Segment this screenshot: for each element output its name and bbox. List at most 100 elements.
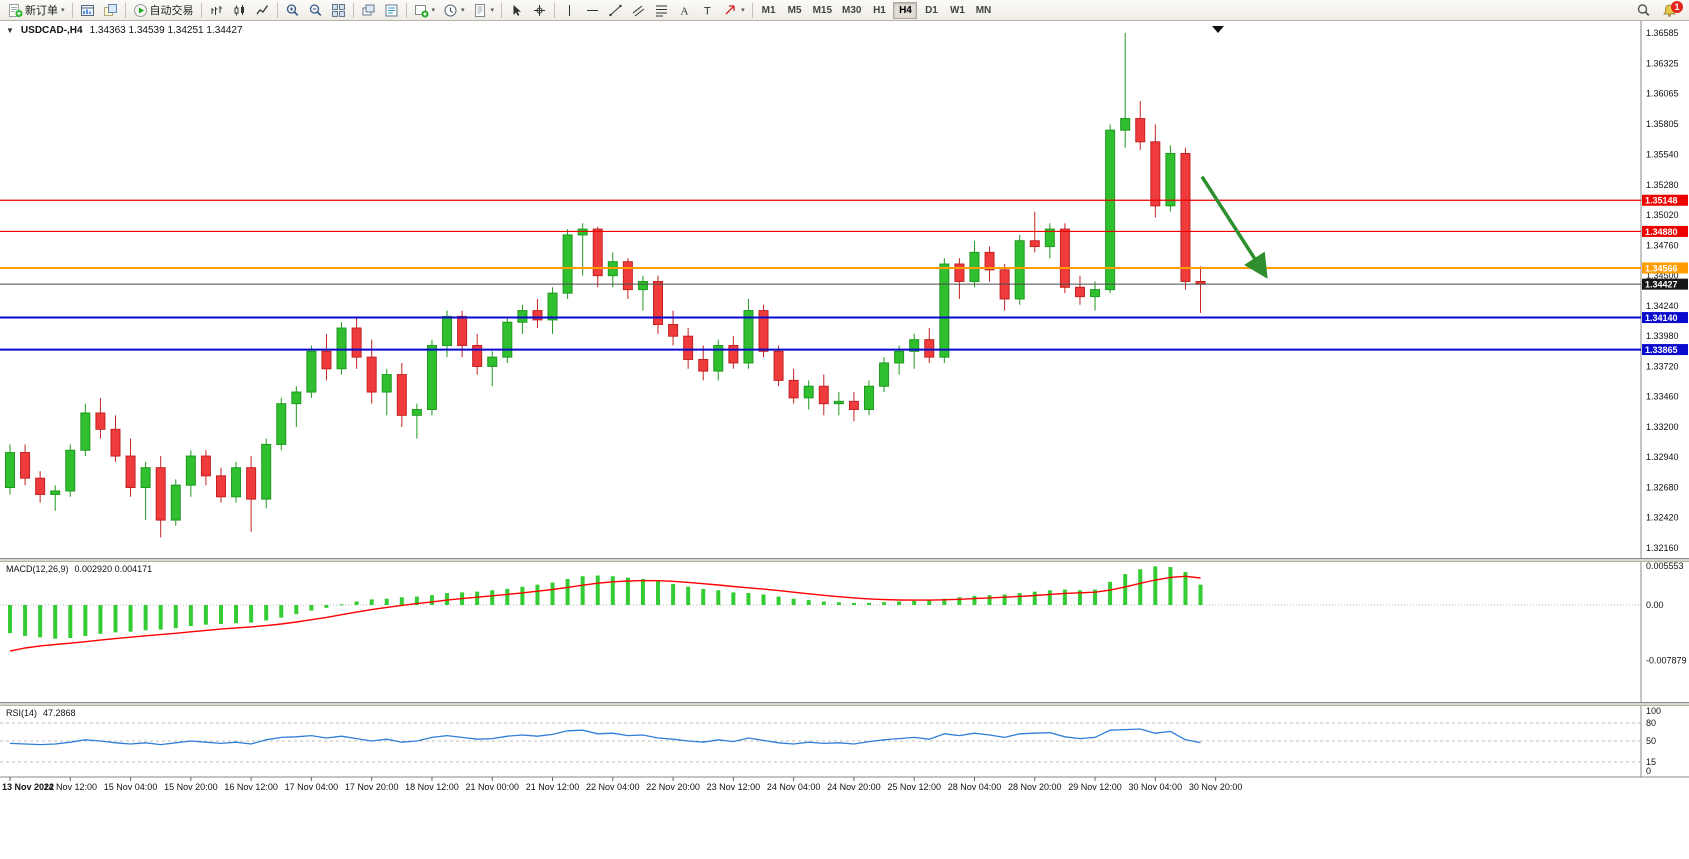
candle [261,443,272,500]
vertical-line-button[interactable] [558,1,581,20]
macd-bar [1077,590,1082,605]
windows-cascade-button[interactable] [357,1,380,20]
profiles-button[interactable] [99,1,122,20]
bar-chart-type-button[interactable] [205,1,228,20]
new-chart-button[interactable]: ▾ [410,1,440,20]
macd-bar [671,583,676,605]
zoom-out-button[interactable] [304,1,327,20]
rsi-axis-label: 80 [1646,718,1656,728]
candle [818,385,829,405]
candle [321,350,332,370]
macd-bar [806,600,811,605]
horizontal-line-button[interactable] [581,1,604,20]
candle [110,428,121,457]
chart-window[interactable]: 1.36585 1.36325 1.36065 1.35805 1.35540 1.352… [0,21,1689,859]
channel-button[interactable] [627,1,650,20]
macd-bar [309,605,314,611]
label-button[interactable]: T [696,1,719,20]
fibonacci-button[interactable] [650,1,673,20]
candle [5,452,15,488]
cursor-icon [513,4,522,16]
candle [291,391,302,405]
macd-bar [625,577,630,605]
chart-window-button[interactable] [76,1,99,20]
hline-icon [587,9,599,11]
candle [637,280,648,291]
timeframe-M5[interactable]: M5 [783,2,807,19]
periods-button-caret-icon: ▾ [461,6,465,14]
macd-bar [1183,571,1188,605]
indicators-list-button[interactable] [380,1,403,20]
candle [562,234,573,294]
timeframe-M30[interactable]: M30 [838,2,865,19]
timeframe-M1[interactable]: M1 [757,2,781,19]
chart-canvas[interactable]: 1.36585 1.36325 1.36065 1.35805 1.35540 1.352… [0,21,1689,797]
price-axis-label: 1.33720 [1646,361,1679,371]
candle [984,251,995,271]
candle [366,356,377,393]
cursor-button[interactable] [505,1,528,20]
macd-bar [339,604,344,606]
candle [1165,152,1176,207]
candle [1105,129,1116,291]
panel-splitter[interactable] [0,558,1689,561]
crosshair-icon [534,4,546,16]
candle-chart-type-button[interactable] [228,1,251,20]
macd-bar [505,588,510,605]
indicators-list-icon [385,4,398,16]
candle [246,467,257,500]
candle [472,344,483,367]
trendline-button[interactable] [604,1,627,20]
macd-bar [580,576,585,605]
macd-bar [1138,569,1143,605]
crosshair-button[interactable] [528,1,551,20]
trend-arrow-annotation[interactable] [1200,175,1268,279]
macd-bar [851,602,856,605]
time-axis-label: 22 Nov 04:00 [586,782,640,792]
price-axis-label: 1.33980 [1646,331,1679,341]
chart-shift-marker[interactable] [1212,26,1224,33]
price-axis-label: 1.34760 [1646,240,1679,250]
candle [532,310,543,321]
candle [411,409,422,416]
candle [381,374,392,393]
timeframe-W1[interactable]: W1 [945,2,969,19]
timeframe-H1[interactable]: H1 [867,2,891,19]
line-chart-type-button[interactable] [251,1,274,20]
new-order-button[interactable]: 新订单 ▾ [4,1,69,20]
search-icon [1636,3,1651,18]
panel-splitter[interactable] [0,702,1689,705]
timeframe-H4[interactable]: H4 [893,1,918,19]
periods-button[interactable]: ▾ [439,1,469,20]
zoom-in-button[interactable] [281,1,304,20]
price-axis-label: 1.34500 [1646,271,1679,281]
time-axis-label: 25 Nov 12:00 [887,782,941,792]
toolbar-separator [501,2,503,18]
text-button[interactable]: A [673,1,696,20]
price-axis-label: 1.33460 [1646,392,1679,402]
new-order-button-caret-icon: ▾ [61,6,65,14]
search-icon [1637,3,1650,16]
macd-bar [68,605,73,639]
arrows-icon [725,4,735,14]
notifications-button[interactable]: 1 [1658,0,1683,20]
price-tag-label: 1.33865 [1645,345,1678,355]
price-axis-label: 1.35280 [1646,180,1679,190]
time-axis-label: 15 Nov 04:00 [104,782,158,792]
arrows-button[interactable]: ▾ [719,1,749,20]
autotrading-button[interactable]: 自动交易 [129,1,198,20]
macd-bar [445,593,450,605]
timeframe-M15[interactable]: M15 [809,2,836,19]
timeframe-MN[interactable]: MN [971,2,995,19]
macd-bar [490,590,495,605]
timeframe-D1[interactable]: D1 [919,2,943,19]
search-button[interactable] [1632,1,1655,20]
profiles-icon [103,3,117,16]
macd-bar [414,596,419,605]
templates-button[interactable]: ▾ [469,1,499,20]
time-axis-label: 14 Nov 12:00 [44,782,98,792]
new-order-icon [9,3,23,17]
tile-windows-button[interactable] [327,1,350,20]
autotrading-button-label: 自动交易 [149,5,194,17]
macd-bar [1108,581,1113,605]
